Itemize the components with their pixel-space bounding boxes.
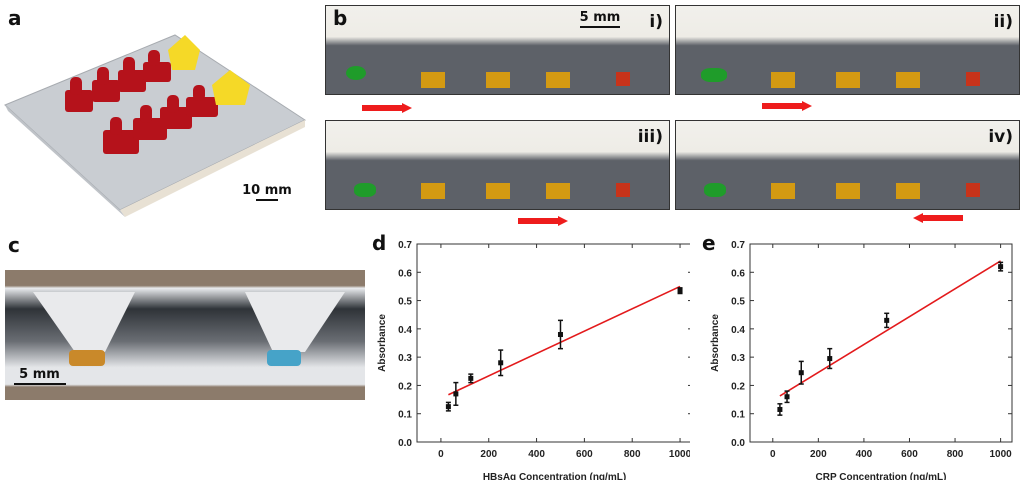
scale-bar-a-label: 10 mm <box>242 183 292 198</box>
panel-label-e: e <box>702 231 716 255</box>
y-axis-label: Absorbance <box>377 314 388 372</box>
subpanel-label-iv: iv) <box>988 127 1013 147</box>
y-tick-label: 0.3 <box>731 353 745 364</box>
data-point <box>468 375 474 381</box>
x-tick-label: 0 <box>438 449 444 460</box>
data-point <box>884 317 890 323</box>
subpanel-label-iii: iii) <box>637 127 663 147</box>
arrow-right-i <box>362 100 412 113</box>
x-tick-label: 400 <box>856 449 873 460</box>
x-tick-label: 0 <box>770 449 776 460</box>
y-tick-label: 0.7 <box>398 240 412 251</box>
x-tick-label: 1000 <box>669 449 690 460</box>
x-axis-label: HBsAg Concentration (ng/mL) <box>483 472 626 480</box>
data-point <box>784 394 790 400</box>
y-tick-label: 0.5 <box>731 297 745 308</box>
y-tick-label: 0.0 <box>731 438 745 449</box>
x-tick-label: 400 <box>528 449 545 460</box>
y-tick-label: 0.1 <box>398 410 412 421</box>
arrow-right-iii <box>518 213 568 226</box>
subpanel-label-i: i) <box>649 12 663 32</box>
subpanel-b-iv: iv) <box>675 120 1020 210</box>
yellow-modules <box>168 35 250 105</box>
x-tick-label: 600 <box>901 449 918 460</box>
scale-bar-c-label: 5 mm <box>19 367 60 382</box>
y-tick-label: 0.2 <box>398 381 412 392</box>
plot-frame <box>416 243 690 443</box>
microfluidic-device-photo <box>0 25 310 225</box>
x-tick-label: 200 <box>810 449 827 460</box>
side-view-photo <box>5 270 365 400</box>
data-point <box>498 360 504 366</box>
subpanel-b-i: i) <box>325 5 670 95</box>
x-tick-label: 800 <box>947 449 964 460</box>
data-point <box>677 288 683 294</box>
scale-bar-a: 10 mm <box>242 183 292 201</box>
fit-line <box>779 260 1002 397</box>
device-illustration <box>4 34 307 217</box>
y-tick-label: 0.6 <box>398 268 412 279</box>
panel-label-c: c <box>8 233 20 257</box>
y-tick-label: 0.3 <box>398 353 412 364</box>
panel-label-b: b <box>333 6 348 30</box>
fit-line <box>448 285 681 396</box>
data-point <box>798 370 804 376</box>
arrow-right-ii <box>762 98 812 111</box>
data-point <box>998 264 1004 270</box>
subpanel-b-iii: iii) <box>325 120 670 210</box>
panel-label-a: a <box>8 6 22 30</box>
subpanel-label-ii: ii) <box>993 12 1013 32</box>
data-point <box>827 356 833 362</box>
chart-d: 0.0 0.1 0.2 0.3 0.4 0.5 0.6 0.7 0 200 400 600 800 100… <box>377 240 690 480</box>
subpanel-b-ii: ii) <box>675 5 1020 95</box>
y-tick-label: 0.4 <box>398 325 412 336</box>
data-point <box>777 406 783 412</box>
scale-bar-c: 5 mm <box>12 367 67 385</box>
y-tick-label: 0.6 <box>731 268 745 279</box>
data-point <box>453 391 459 397</box>
panel-label-d: d <box>372 231 387 255</box>
scale-bar-b-label: 5 mm <box>579 10 621 25</box>
y-tick-label: 0.2 <box>731 381 745 392</box>
plot-frame <box>749 243 1013 443</box>
arrow-left-iv <box>913 210 963 223</box>
x-tick-label: 200 <box>480 449 497 460</box>
y-tick-label: 0.4 <box>731 325 745 336</box>
data-point <box>445 404 451 410</box>
x-axis-label: CRP Concentration (ng/mL) <box>816 472 947 480</box>
scale-bar-b: 5 mm <box>575 10 625 28</box>
red-modules <box>65 50 218 154</box>
chart-e: 0.0 0.1 0.2 0.3 0.4 0.5 0.6 0.7 0 200 400 600 800 100… <box>710 240 1013 480</box>
x-tick-label: 800 <box>624 449 641 460</box>
x-tick-label: 600 <box>576 449 593 460</box>
y-tick-label: 0.7 <box>731 240 745 251</box>
y-tick-label: 0.5 <box>398 297 412 308</box>
x-tick-label: 1000 <box>989 449 1012 460</box>
data-point <box>557 332 563 338</box>
y-tick-label: 0.1 <box>731 410 745 421</box>
y-axis-label: Absorbance <box>710 314 721 372</box>
y-tick-label: 0.0 <box>398 438 412 449</box>
